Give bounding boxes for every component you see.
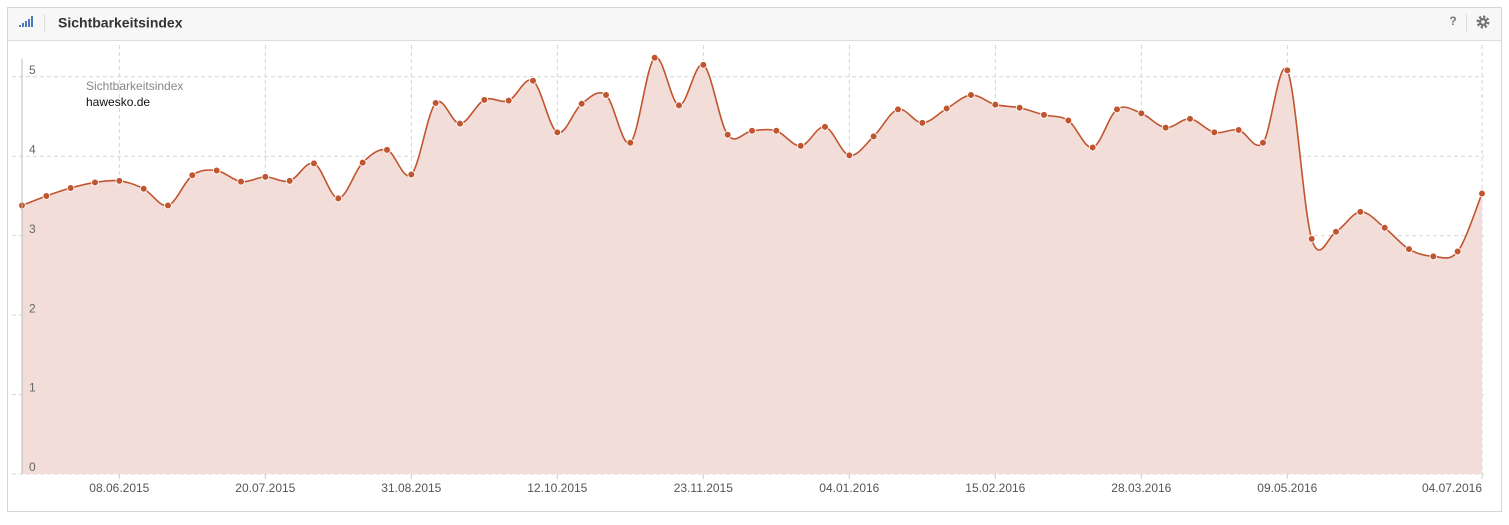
point (626, 138, 635, 147)
x-tick-label: 08.06.2015 (89, 481, 149, 495)
panel-header (8, 8, 1501, 40)
point (845, 151, 854, 160)
y-tick-label: 0 (29, 460, 36, 474)
point (1186, 115, 1194, 123)
settings-button[interactable] (1476, 15, 1490, 29)
point (358, 158, 367, 167)
x-tick-label: 23.11.2015 (674, 481, 733, 495)
point (1137, 109, 1146, 118)
point (1332, 227, 1340, 236)
point (237, 177, 245, 186)
point (1478, 189, 1486, 198)
x-tick-label: 04.01.2016 (819, 481, 879, 495)
point (1259, 138, 1267, 147)
point (91, 178, 99, 187)
point (991, 100, 1000, 109)
x-tick-label: 28.03.2016 (1111, 481, 1171, 495)
point (1064, 116, 1073, 125)
point (383, 146, 391, 154)
point (723, 130, 732, 139)
point (1210, 128, 1219, 137)
point (650, 53, 659, 62)
legend-entry: hawesko.de (86, 95, 150, 109)
x-tick-label: 04.07.2016 (1422, 481, 1482, 495)
point (1380, 223, 1389, 232)
point (139, 184, 148, 193)
point (1429, 252, 1438, 261)
point (42, 192, 51, 200)
point (261, 173, 270, 181)
point (821, 123, 829, 131)
help-button[interactable]: ? (1449, 14, 1456, 28)
y-tick-label: 5 (29, 63, 36, 77)
point (553, 128, 562, 137)
point (772, 127, 781, 135)
x-tick-label: 15.02.2016 (965, 481, 1025, 495)
point (431, 99, 440, 107)
point (602, 91, 610, 99)
point (188, 171, 197, 180)
x-tick-label: 20.07.2015 (235, 481, 295, 495)
point (577, 99, 586, 108)
point (748, 127, 756, 135)
point (310, 159, 318, 168)
point (967, 91, 975, 99)
point (212, 166, 221, 175)
x-tick-label: 09.05.2016 (1257, 481, 1317, 495)
point (164, 201, 172, 210)
point (529, 76, 537, 85)
header-title: Sichtbarkeitsindex (58, 15, 183, 31)
point (1234, 126, 1243, 134)
point (1088, 143, 1097, 152)
point (796, 142, 805, 150)
point (1161, 123, 1170, 132)
point (480, 96, 489, 104)
point (918, 119, 927, 127)
point (699, 61, 708, 69)
point (1453, 247, 1462, 256)
point (66, 184, 75, 192)
y-tick-label: 1 (29, 381, 36, 395)
point (1307, 235, 1316, 243)
point (504, 96, 513, 105)
point (1405, 245, 1413, 253)
point (1283, 66, 1292, 75)
legend-title: Sichtbarkeitsindex (86, 79, 183, 93)
y-tick-label: 3 (29, 222, 36, 236)
signal-icon (19, 16, 33, 27)
point (456, 119, 464, 128)
point (942, 104, 951, 113)
point (407, 170, 416, 179)
y-tick-label: 2 (29, 301, 36, 315)
point (1356, 208, 1365, 216)
point (894, 105, 902, 114)
point (675, 101, 683, 110)
x-tick-label: 12.10.2015 (527, 481, 587, 495)
point (334, 194, 343, 203)
point (869, 132, 878, 141)
point (115, 177, 124, 185)
point (1015, 103, 1024, 112)
point (1040, 111, 1048, 119)
point (285, 177, 294, 185)
point (1113, 105, 1121, 114)
x-tick-label: 31.08.2015 (381, 481, 441, 495)
area (22, 57, 1482, 474)
y-tick-label: 4 (29, 142, 36, 156)
